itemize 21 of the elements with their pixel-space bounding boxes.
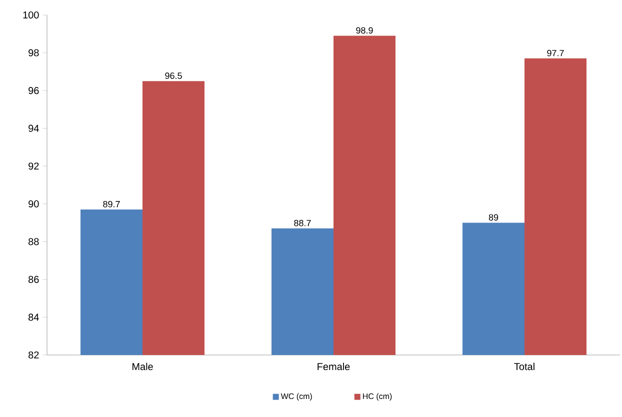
y-tick-label: 92 [28,162,39,170]
y-tick-label: 94 [28,124,39,132]
data-label: 97.7 [547,50,564,56]
data-label: 89.7 [103,200,120,208]
y-tick-label: 88 [28,238,39,246]
y-tick-label: 100 [23,11,39,19]
y-tick-label: 86 [28,276,39,283]
y-tick-label: 96 [28,87,39,94]
legend-label: WC (cm) [280,393,312,401]
y-tick-label: 90 [28,200,39,208]
y-tick-label: 84 [28,314,39,321]
y-tick-label: 98 [28,49,39,56]
x-tick-label: Female [318,362,350,370]
data-label: 98.9 [356,27,373,34]
x-tick-label: Total [514,362,534,370]
data-label: 89 [488,214,498,221]
data-label: 96.5 [165,72,182,79]
y-tick-label: 82 [28,351,39,359]
x-tick-label: Male [132,362,153,370]
legend-label: HC (cm) [363,393,392,401]
data-label: 88.7 [294,220,311,226]
